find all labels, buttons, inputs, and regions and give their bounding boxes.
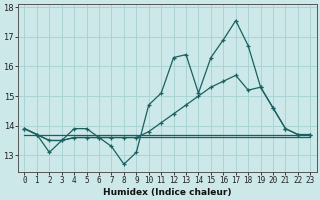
- X-axis label: Humidex (Indice chaleur): Humidex (Indice chaleur): [103, 188, 232, 197]
